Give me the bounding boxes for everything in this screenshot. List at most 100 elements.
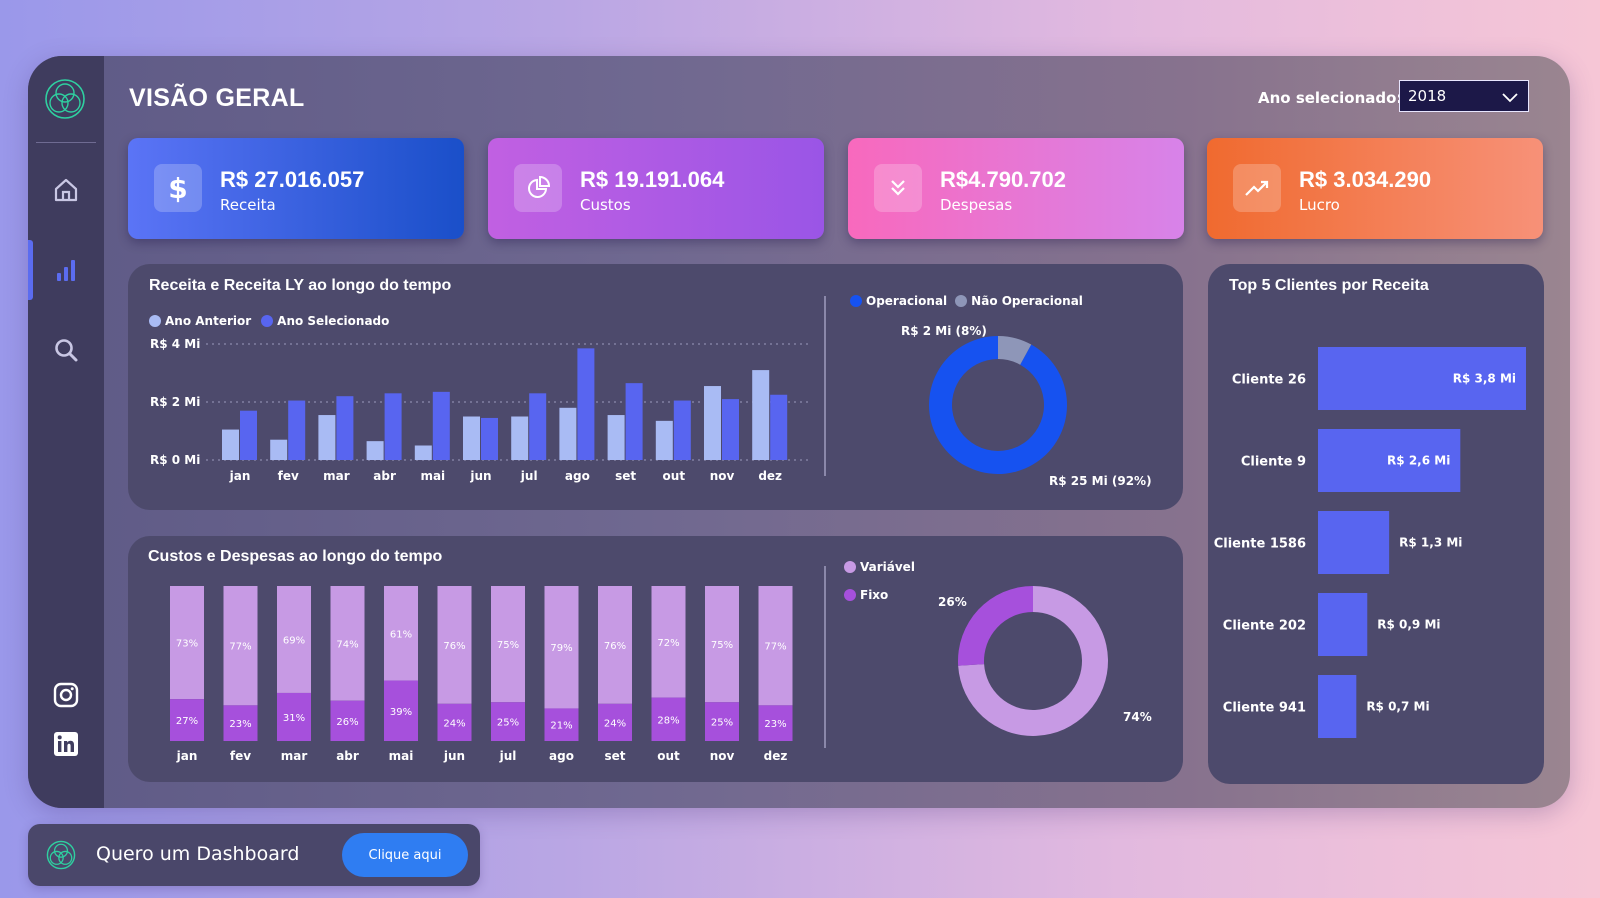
y-tick-label: R$ 0 Mi	[150, 453, 200, 467]
pie-icon	[528, 175, 551, 198]
sidebar-item-search[interactable]	[28, 320, 104, 380]
revenue-donut-chart	[929, 336, 1067, 474]
bar-segment-variavel	[170, 586, 204, 700]
bar-segment-variavel	[705, 586, 739, 703]
x-tick-label: dez	[764, 749, 788, 763]
bar-ano-selecionado	[577, 348, 595, 460]
legend-swatch	[955, 295, 968, 307]
linkedin-link[interactable]	[52, 730, 80, 758]
kpi-value: R$4.790.702	[940, 167, 1066, 192]
client-label: Cliente 1586	[1214, 537, 1306, 552]
kpi-value: R$ 19.191.064	[580, 167, 725, 192]
x-tick-label: mai	[420, 469, 445, 483]
donut-label-large: R$ 25 Mi (92%)	[1049, 474, 1152, 488]
client-bar	[1318, 511, 1390, 574]
chart-divider	[824, 296, 826, 476]
sidebar-item-overview[interactable]	[28, 240, 104, 300]
bar-segment-variavel	[384, 586, 418, 681]
x-tick-label: ago	[549, 749, 574, 763]
bar-segment-fixo	[170, 699, 204, 741]
chevrons-down-icon	[891, 180, 905, 196]
kpi-label: Receita	[220, 196, 276, 214]
instagram-icon	[53, 682, 79, 708]
data-label: 61%	[390, 629, 412, 640]
bar-segment-variavel	[598, 586, 632, 704]
x-tick-label: mar	[323, 469, 350, 483]
legend-label: Ano Anterior	[165, 314, 252, 328]
donut-label-large: 74%	[1123, 710, 1152, 724]
legend-swatch	[850, 295, 862, 307]
bar-segment-fixo	[598, 703, 632, 741]
donut-slice-não-operacional	[998, 336, 1032, 365]
data-label: 39%	[390, 707, 412, 718]
client-label: Cliente 202	[1223, 619, 1306, 634]
linkedin-icon	[54, 732, 78, 756]
bar-segment-variavel	[758, 586, 793, 706]
bar-segment-fixo	[544, 708, 579, 741]
legend-label: Fixo	[860, 588, 889, 602]
data-label: 75%	[711, 640, 733, 651]
bar-ano-selecionado	[625, 383, 643, 460]
bar-segment-fixo	[651, 697, 686, 741]
data-label: 75%	[497, 640, 519, 651]
kpi-card-receita: $ R$ 27.016.057 Receita	[128, 138, 464, 239]
trending-up-icon	[1245, 180, 1269, 196]
revenue-bar-chart: R$ 0 Mi R$ 2 Mi R$ 4 Mi jan fev mar abr mai jun j…	[150, 337, 808, 483]
promo-text: Quero um Dashboard	[96, 843, 300, 865]
x-tick-label: fev	[278, 469, 299, 483]
bar-ano-anterior	[318, 415, 336, 460]
bar-segment-fixo	[758, 705, 793, 741]
top-clients-title: Top 5 Clientes por Receita	[1229, 277, 1429, 294]
home-icon	[54, 178, 78, 202]
bar-ano-anterior	[511, 416, 529, 460]
sidebar-item-home[interactable]	[28, 160, 104, 220]
kpi-icon-box: $	[154, 164, 202, 212]
x-tick-label: set	[604, 749, 625, 763]
bar-segment-variavel	[544, 586, 579, 709]
data-label: 72%	[657, 638, 679, 649]
data-label: 21%	[550, 721, 572, 732]
page-title: VISÃO GERAL	[129, 84, 305, 112]
bar-ano-anterior	[463, 416, 480, 460]
x-tick-label: ago	[565, 469, 590, 483]
promo-bar: Quero um Dashboard Clique aqui	[28, 824, 480, 886]
bar-ano-selecionado	[770, 394, 788, 460]
bar-chart-icon	[57, 260, 75, 281]
bar-ano-selecionado	[240, 410, 257, 460]
value-label: R$ 1,3 Mi	[1399, 536, 1462, 550]
kpi-icon-box	[1233, 164, 1281, 212]
top-clients-bar-chart: Cliente 26 R$ 3,8 Mi Cliente 9 R$ 2,6 Mi Cli…	[1214, 347, 1526, 738]
bar-ano-anterior	[414, 445, 432, 460]
kpi-label: Lucro	[1299, 196, 1340, 214]
bar-segment-fixo	[705, 702, 739, 741]
x-tick-label: set	[615, 469, 636, 483]
search-icon	[55, 339, 78, 362]
instagram-link[interactable]	[52, 681, 80, 709]
bar-segment-variavel	[491, 586, 525, 703]
top-clients-panel: Top 5 Clientes por Receita Cliente 26 R$ …	[1208, 264, 1544, 784]
value-label: R$ 2,6 Mi	[1387, 454, 1450, 468]
kpi-card-despesas: R$4.790.702 Despesas	[848, 138, 1184, 239]
legend-swatch	[149, 315, 161, 327]
bar-ano-anterior	[270, 439, 288, 460]
x-tick-label: abr	[373, 469, 396, 483]
donut-label-small: 26%	[938, 595, 967, 609]
cost-donut-chart	[958, 586, 1108, 736]
y-tick-label: R$ 2 Mi	[150, 395, 200, 409]
bar-ano-selecionado	[722, 399, 739, 460]
bar-ano-selecionado	[529, 393, 547, 460]
year-select[interactable]: 2018	[1399, 80, 1529, 112]
bar-segment-fixo	[491, 702, 525, 741]
x-tick-label: dez	[758, 469, 782, 483]
logo-icon	[46, 840, 76, 870]
bar-ano-anterior	[704, 386, 721, 460]
promo-button[interactable]: Clique aqui	[342, 833, 468, 877]
data-label: 76%	[604, 641, 626, 652]
value-label: R$ 0,9 Mi	[1377, 618, 1440, 632]
kpi-icon-box	[874, 164, 922, 212]
donut-slice-variável	[958, 586, 1108, 736]
kpi-label: Despesas	[940, 196, 1013, 214]
revenue-panel-title: Receita e Receita LY ao longo do tempo	[149, 277, 452, 294]
data-label: 76%	[443, 641, 465, 652]
revenue-panel: Receita e Receita LY ao longo do tempo A…	[128, 264, 1183, 510]
